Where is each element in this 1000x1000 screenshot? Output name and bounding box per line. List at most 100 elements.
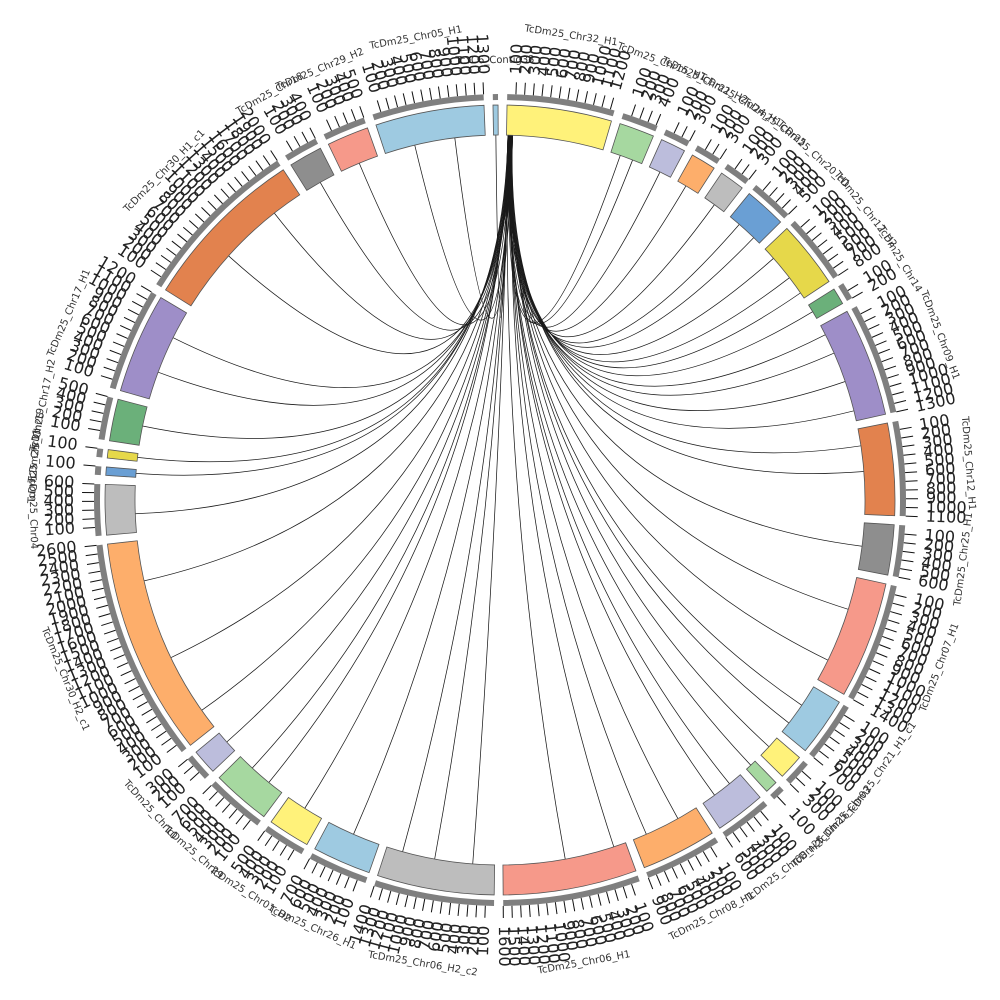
tick-tcdm25-chr01-h2-2	[272, 840, 280, 852]
links-layer	[135, 135, 864, 865]
tick-tcdm25-chr09-h1-0	[860, 307, 872, 315]
tick-label-tcdm25-chr06-h2-c2-1: 200	[463, 925, 484, 957]
tick-tcdm25-chr30-h2-c1-9	[124, 678, 136, 685]
link-tcdm25-chr20-h1-7	[508, 135, 755, 348]
segment-tcdm25-chr20-h1	[729, 193, 782, 244]
tick-label-tcdm25-chr12-h1-7: 800	[926, 478, 957, 498]
tick-tcdm25-chr09-h1-9	[889, 382, 902, 387]
tick-tcdm25-chr17-h2-2	[91, 410, 104, 414]
segment-base-tcdm25-chr07-h1	[848, 584, 897, 700]
tick-tcdm25-chr30-h1-c1-12	[220, 188, 230, 199]
tick-tcdm25-chr09-h1-11	[894, 399, 907, 404]
tick-tcdm25-chr30-h2-c1-12	[113, 654, 125, 660]
tick-tcdm25-chr25-h1-2	[902, 550, 915, 554]
segment-tcdm25-chr06-h1	[502, 842, 637, 896]
tick-label-tcdm25-chr05-h1-9: 1000	[443, 35, 466, 77]
tick-tcdm25-chr30-h2-c1-16	[101, 621, 113, 627]
tick-tcdm25-chr06-h2-c2-4	[448, 902, 452, 915]
segment-tcdm25-chr21-h2	[648, 139, 686, 178]
tick-label-tcdm25-chr32-h1-4: 500	[543, 46, 566, 79]
link-tcdm25-chr08-h2-25	[508, 135, 730, 785]
tick-tcdm25-chr07-h1-3	[887, 619, 900, 624]
tick-label-tcdm25-chr05-h1-12: 1300	[473, 33, 494, 74]
tick-tcdm25-chr32-h1-9	[593, 93, 597, 106]
segment-tcdm25-chr26-h1	[314, 821, 380, 874]
tick-tcdm25-chr04-1	[82, 518, 95, 520]
link-tcdm25-chr06-h2-c2-33	[402, 135, 512, 852]
tick-tcdm25-chr21-h1-c1-2	[834, 729, 845, 737]
tick-tcdm25-chr30-h1-c1-16	[248, 165, 257, 176]
tick-tcdm25-chr30-h2-c1-23	[86, 562, 99, 565]
link-tcdm25-chr25-5	[511, 135, 715, 338]
link-tcdm25-chr17-h2-45	[142, 135, 512, 439]
tick-tcdm25-chr07-h1-7	[875, 652, 888, 658]
tick-tcdm25-chr21-h2-1	[681, 126, 688, 138]
tick-tcdm25-chr30-h2-c1-24	[85, 553, 98, 557]
tick-tcdm25-chr17-h1-10	[136, 293, 148, 300]
tick-label-tcdm25-chr12-h1-2: 300	[921, 430, 954, 453]
segment-tcdm25-chr18	[290, 147, 335, 191]
tick-tcdm25-chr12-h2-3	[817, 239, 828, 248]
tick-tcdm25-chr26-h1-4	[319, 866, 326, 878]
tick-tcdm25-chr06-h1-12	[528, 904, 531, 917]
tick-tcdm25-chr21-h2-0	[673, 122, 680, 134]
segment-tcdm25-chr21-h1-c1	[781, 686, 840, 752]
tick-tcdm25-chr32-h1-1	[524, 82, 526, 95]
tick-tcdm25-chr06-h1-13	[520, 905, 522, 918]
link-tcdm25-chr30-h2-c1-41	[143, 135, 513, 582]
tick-tcdm25-chr09-h1-10	[892, 391, 904, 396]
segment-base-tcdm25-chr03	[785, 760, 808, 784]
tick-tcdm25-chr25-0	[734, 158, 743, 170]
tick-tcdm25-chr06-h1-3	[606, 891, 611, 904]
tick-tcdm25-chr08-h1-5	[671, 867, 678, 879]
tick-tcdm25-chr01-h2-1	[279, 845, 287, 856]
segment-base-tcdm25-chr24-h1	[694, 145, 721, 164]
tick-tcdm25-chr08-h1-7	[655, 874, 662, 886]
tick-tcdm25-chr08-h1-6	[663, 871, 670, 883]
tick-tcdm25-chr24-h1-0	[704, 139, 712, 150]
tick-tcdm25-chr29-2	[228, 808, 238, 819]
tick-tcdm25-chr17-h1-5	[116, 333, 128, 339]
tick-label-tcdm25-chr06-h2-c2-5: 600	[424, 920, 447, 953]
segment-tcdm25-chr17-h2	[109, 398, 148, 446]
tick-label-tcdm25-chr12-h1-6: 700	[925, 469, 956, 489]
tick-tcdm25-chr30-h2-c1-5	[141, 708, 153, 716]
tick-tcdm25-chr08-h2-0	[760, 810, 769, 821]
tick-tcdm25-chr08-h2-4	[732, 832, 741, 843]
tick-tcdm25-chr30-h2-c1-10	[120, 670, 132, 677]
tick-label-tcdm25-chr12-h1-10: 1100	[925, 506, 966, 527]
tick-tcdm25-chr08-h1-1	[702, 851, 710, 863]
tick-tcdm25-chr09-h1-6	[881, 357, 894, 363]
tick-tcdm25-chr24-h1-2	[719, 148, 728, 160]
tick-label-tcdm25-chr05-h1-7: 800	[424, 47, 447, 80]
tick-label-tcdm25-chr06-h2-c2-4: 500	[434, 922, 457, 955]
tick-tcdm25-chr06-h2-c2-8	[413, 897, 417, 910]
link-tcdm25-chr04-42	[135, 135, 509, 515]
tick-tcdm25-chr26-h1-5	[311, 862, 318, 874]
tick-tcdm25-chr03-2	[789, 783, 800, 793]
tick-tcdm25-chr07-h1-0	[894, 594, 907, 599]
tick-tcdm25-chr06-h2-c2-6	[430, 900, 434, 913]
tick-tcdm25-chr26-h1-1	[344, 876, 350, 889]
segment-base-tcdm25-chr08-h1	[646, 837, 719, 878]
tick-tcdm25-chr25-h1-1	[903, 542, 916, 545]
tick-tcdm25-chr30-h2-c1-6	[136, 701, 148, 709]
tick-tcdm25-chr09-h1-12	[896, 408, 909, 413]
tick-tcdm25-chr17-h1-7	[123, 316, 136, 324]
tick-label-tcdm25-chr06-h1-11: 1200	[531, 923, 554, 965]
tick-label-tcdm25-chr32-h1-2: 300	[525, 44, 546, 76]
tick-tcdm25-chr05-h1-5	[420, 89, 424, 102]
segment-base-tcdm25-chr21-h1-c1	[809, 704, 849, 758]
tick-tcdm25-chr11-0	[83, 464, 96, 467]
segment-base-tcdm25-chr06-h2-c2	[374, 880, 495, 906]
tick-label-tcdm25-chr32-h1-0: 100	[506, 43, 526, 74]
link-tcdm25-chr29-h2-51	[358, 135, 512, 325]
segment-tcdm25-chr29	[218, 756, 283, 818]
tick-tcdm25-chr16-0	[777, 796, 786, 806]
segment-label-tcdm25-chr04: TcDm25_Chr04	[26, 473, 39, 549]
tick-tcdm25-chr30-h2-c1-11	[116, 662, 129, 668]
tick-tcdm25-chr07-h1-6	[879, 644, 891, 650]
tick-tcdm25-chr21-h1-c1-5	[818, 750, 829, 759]
tick-tcdm25-chr30-h2-c1-20	[91, 587, 104, 592]
tick-tcdm25-chr18-0	[285, 140, 293, 152]
